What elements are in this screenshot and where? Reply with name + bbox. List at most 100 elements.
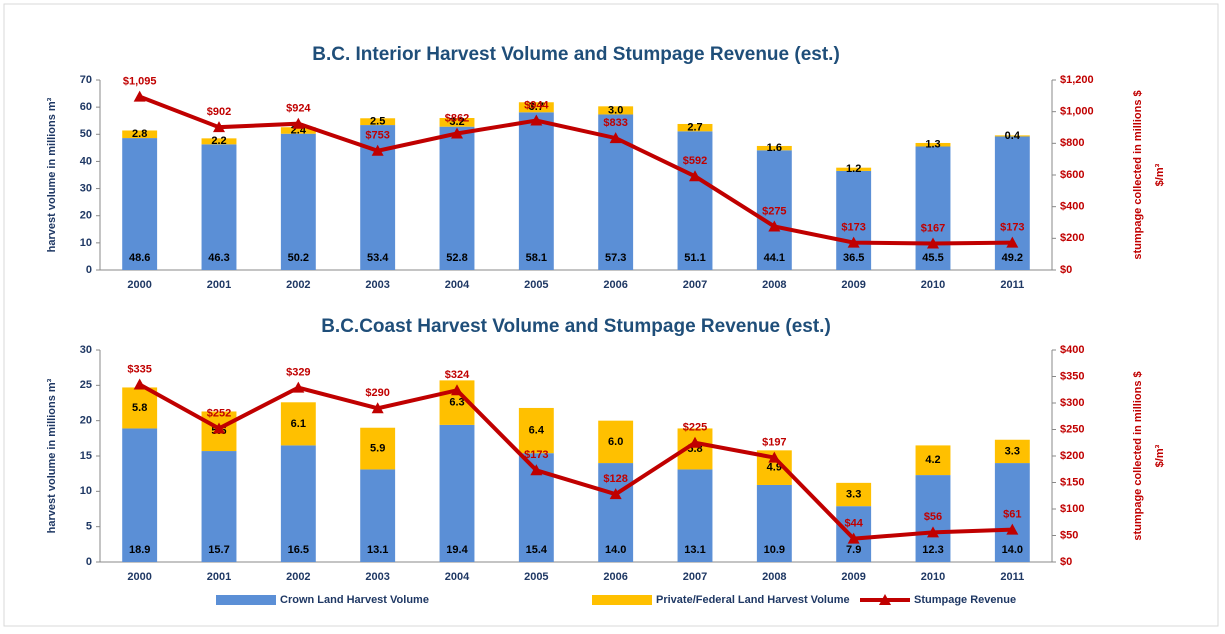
line-marker: [213, 121, 225, 133]
legend-label: Crown Land Harvest Volume: [280, 594, 429, 606]
line-marker: [1006, 523, 1019, 535]
data-label: 3.0: [608, 104, 623, 116]
x-tick-label: 2009: [841, 279, 865, 291]
y2-tick-label: $150: [1060, 476, 1084, 488]
bar-segment: [915, 475, 951, 562]
data-label: 5.8: [132, 402, 147, 414]
y2-tick-label: $1,200: [1060, 74, 1094, 86]
y2-tick-label: $200: [1060, 450, 1084, 462]
line-marker: [847, 532, 860, 544]
line-marker: [530, 464, 543, 476]
bar-segment: [439, 118, 475, 127]
line-marker: [847, 236, 860, 248]
bar-segment: [280, 445, 316, 562]
line-marker: [213, 422, 225, 434]
bar-segment: [280, 133, 316, 270]
bar-segment: [280, 402, 316, 446]
data-label: 44.1: [764, 252, 785, 264]
line-marker: [133, 378, 146, 390]
line-label: $275: [762, 205, 786, 217]
y-tick-label: 5: [86, 521, 92, 533]
y-axis-label: harvest volume in millions m³: [46, 97, 58, 252]
data-label: 1.3: [925, 139, 940, 151]
line-marker: [927, 526, 939, 538]
y2-tick-label: $200: [1060, 232, 1084, 244]
y2-unit-label: $/m³: [1154, 444, 1166, 467]
bar-segment: [201, 451, 237, 562]
line-marker: [371, 144, 384, 156]
data-label: 10.9: [764, 544, 785, 556]
bar-segment: [439, 424, 475, 562]
line-label: $862: [445, 112, 469, 124]
data-label: 18.9: [129, 544, 150, 556]
bar-segment: [122, 428, 158, 562]
bar-segment: [915, 146, 951, 270]
x-tick-label: 2002: [286, 279, 310, 291]
chart-title: B.C.Coast Harvest Volume and Stumpage Re…: [321, 316, 831, 337]
line-label: $592: [683, 155, 707, 167]
data-label: 3.3: [846, 488, 861, 500]
bar-segment: [518, 407, 554, 454]
y2-tick-label: $350: [1060, 370, 1084, 382]
bar-segment: [201, 144, 237, 270]
line-marker: [768, 220, 781, 232]
data-label: 12.3: [922, 544, 943, 556]
line-marker: [451, 384, 463, 396]
bar-segment: [994, 439, 1030, 464]
bar-segment: [122, 130, 158, 139]
bar-segment: [836, 170, 872, 270]
x-tick-label: 2006: [603, 571, 627, 583]
line-marker: [927, 237, 939, 249]
data-label: 1.2: [846, 163, 861, 175]
bar-segment: [360, 427, 396, 470]
data-label: 2.2: [211, 135, 226, 147]
bar-segment: [598, 106, 634, 115]
legend-label: Private/Federal Land Harvest Volume: [656, 594, 850, 606]
y-tick-label: 50: [80, 128, 92, 140]
bar-segment: [915, 142, 951, 147]
x-tick-label: 2003: [365, 279, 389, 291]
data-label: 53.4: [367, 252, 389, 264]
data-label: 13.1: [367, 544, 388, 556]
line-label: $173: [1000, 222, 1024, 234]
line-marker: [609, 488, 622, 500]
line-label: $252: [207, 407, 231, 419]
x-tick-label: 2011: [1000, 279, 1024, 291]
line-label: $753: [365, 130, 389, 142]
line-label: $225: [683, 422, 707, 434]
x-tick-label: 2010: [921, 279, 945, 291]
y2-tick-label: $400: [1060, 344, 1084, 356]
data-label: 14.0: [1002, 544, 1023, 556]
line-marker: [689, 436, 701, 448]
bar-segment: [201, 138, 237, 145]
data-label: 6.0: [608, 436, 623, 448]
y-tick-label: 0: [86, 556, 92, 568]
x-tick-label: 2006: [603, 279, 627, 291]
bar-segment: [915, 445, 951, 476]
line-series: [138, 382, 1013, 541]
legend-label: Stumpage Revenue: [914, 594, 1016, 606]
y-tick-label: 20: [80, 415, 92, 427]
x-tick-label: 2009: [841, 571, 865, 583]
line-label: $128: [603, 473, 627, 485]
line-label: $173: [524, 449, 548, 461]
bar-segment: [598, 420, 634, 464]
bar-segment: [994, 463, 1030, 562]
data-label: 0.4: [1005, 130, 1021, 142]
x-tick-label: 2001: [207, 571, 231, 583]
data-label: 15.7: [208, 544, 229, 556]
y-tick-label: 30: [80, 182, 92, 194]
line-series: [138, 94, 1013, 246]
data-label: 58.1: [526, 252, 547, 264]
data-label: 45.5: [922, 252, 943, 264]
data-label: 2.8: [132, 128, 147, 140]
line-marker: [371, 402, 384, 414]
data-label: 4.2: [925, 454, 940, 466]
data-label: 4.9: [767, 462, 782, 474]
data-label: 48.6: [129, 252, 150, 264]
data-label: 6.1: [291, 418, 306, 430]
chart-title: B.C. Interior Harvest Volume and Stumpag…: [312, 44, 840, 65]
y2-tick-label: $250: [1060, 423, 1084, 435]
line-label: $173: [841, 222, 865, 234]
y2-tick-label: $100: [1060, 503, 1084, 515]
